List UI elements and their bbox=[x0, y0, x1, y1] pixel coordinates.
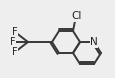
Text: F: F bbox=[10, 37, 16, 47]
Text: N: N bbox=[89, 37, 97, 47]
Text: Cl: Cl bbox=[71, 11, 82, 21]
Text: F: F bbox=[12, 27, 18, 37]
Text: F: F bbox=[12, 47, 18, 57]
